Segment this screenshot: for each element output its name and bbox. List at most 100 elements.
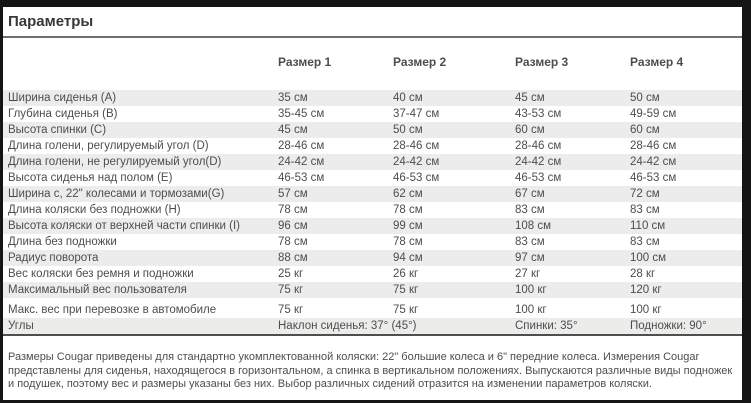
row-label: Высота сиденья над полом (E) xyxy=(8,172,173,184)
row-label: Длина голени, регулируемый угол (D) xyxy=(8,140,209,152)
table-row: Высота спинки (C) 45 см 50 см 60 см 60 с… xyxy=(3,122,742,138)
row-value-size-2: 62 см xyxy=(393,188,423,200)
table-row: Высота сиденья над полом (E) 46-53 см 46… xyxy=(3,170,742,186)
row-label: Вес коляски без ремня и подножки xyxy=(8,268,194,280)
row-label: Ширина сиденья (A) xyxy=(8,92,117,104)
table-row: Высота коляски от верхней части спинки (… xyxy=(3,218,742,234)
row-value-size-4: 72 см xyxy=(630,188,660,200)
row-value-size-1: 75 кг xyxy=(278,284,304,296)
table-row: Длина коляски без подножки (H) 78 см 78 … xyxy=(3,202,742,218)
row-label: Максимальный вес пользователя xyxy=(8,284,187,296)
row-value-size-4: 83 см xyxy=(630,204,660,216)
row-label: Высота спинки (C) xyxy=(8,124,107,136)
row-label: Глубина сиденья (B) xyxy=(8,108,118,120)
row-value-size-4: 120 кг xyxy=(630,284,662,296)
row-value-size-3: 100 кг xyxy=(515,284,547,296)
row-value-size-3: 83 см xyxy=(515,236,545,248)
row-value-size-2: 24-42 см xyxy=(393,156,440,168)
footnote: Размеры Cougar приведены для стандартно … xyxy=(8,351,733,390)
row-value-size-2: 28-46 см xyxy=(393,140,440,152)
row-value-size-4: 28-46 см xyxy=(630,140,677,152)
page-title: Параметры xyxy=(8,13,94,30)
row-value-size-3: 67 см xyxy=(515,188,545,200)
row-value-size-4: 60 см xyxy=(630,124,660,136)
column-header-size-4: Размер 4 xyxy=(630,55,684,69)
table-row: Глубина сиденья (B) 35-45 см 37-47 см 43… xyxy=(3,106,742,122)
row-value-size-3: 27 кг xyxy=(515,268,541,280)
row-value-size-2: 99 см xyxy=(393,220,423,232)
row-value-size-1: 78 см xyxy=(278,204,308,216)
row-value-size-4: 24-42 см xyxy=(630,156,677,168)
row-value-size-4: 110 см xyxy=(630,220,666,232)
row-value-size-1: 28-46 см xyxy=(278,140,325,152)
table-row: Длина без подножки 78 см 78 см 83 см 83 … xyxy=(3,234,742,250)
row-label: Углы xyxy=(8,320,34,332)
row-value-size-3: 60 см xyxy=(515,124,545,136)
row-value-size-1: 25 кг xyxy=(278,268,304,280)
row-value-size-2: 50 см xyxy=(393,124,423,136)
row-value-size-4: Подножки: 90° xyxy=(630,320,707,332)
table-header-row: Размер 1 Размер 2 Размер 3 Размер 4 xyxy=(3,55,742,69)
row-value-size-3: 46-53 см xyxy=(515,172,562,184)
row-value-size-1: 46-53 см xyxy=(278,172,325,184)
row-value-size-2: 78 см xyxy=(393,236,423,248)
row-value-size-4: 100 кг xyxy=(630,304,662,316)
row-value-size-2: 78 см xyxy=(393,204,423,216)
row-label: Длина коляски без подножки (H) xyxy=(8,204,181,216)
row-value-size-2: 26 кг xyxy=(393,268,419,280)
column-header-size-2: Размер 2 xyxy=(393,55,447,69)
row-value-size-2: 40 см xyxy=(393,92,423,104)
row-value-size-3: Спинки: 35° xyxy=(515,320,578,332)
row-value-size-3: 24-42 см xyxy=(515,156,562,168)
row-label: Длина без подножки xyxy=(8,236,117,248)
column-header-size-3: Размер 3 xyxy=(515,55,569,69)
table-rows: Ширина сиденья (A) 35 см 40 см 45 см 50 … xyxy=(3,90,742,336)
row-value-size-4: 28 кг xyxy=(630,268,656,280)
row-value-size-4: 100 см xyxy=(630,252,667,264)
row-value-size-3: 108 см xyxy=(515,220,552,232)
row-value-size-3: 100 кг xyxy=(515,304,547,316)
table-row: Углы Наклон сиденья: 37° (45°) Спинки: 3… xyxy=(3,318,742,334)
table-row: Радиус поворота 88 см 94 см 97 см 100 см xyxy=(3,250,742,266)
row-value-size-2: 37-47 см xyxy=(393,108,440,120)
row-label: Длина голени, не регулируемый угол(D) xyxy=(8,156,222,168)
row-value-size-2: 94 см xyxy=(393,252,423,264)
row-value-size-3: 45 см xyxy=(515,92,545,104)
row-value-size-3: 97 см xyxy=(515,252,545,264)
row-value-size-4: 83 см xyxy=(630,236,660,248)
row-value-size-1: 57 см xyxy=(278,188,308,200)
row-value-size-1: 35 см xyxy=(278,92,308,104)
table-row: Длина голени, не регулируемый угол(D) 24… xyxy=(3,154,742,170)
row-label: Ширина с, 22" колесами и тормозами(G) xyxy=(8,188,225,200)
table-row: Длина голени, регулируемый угол (D) 28-4… xyxy=(3,138,742,154)
table-row: Ширина с, 22" колесами и тормозами(G) 57… xyxy=(3,186,742,202)
row-value-size-1: 35-45 см xyxy=(278,108,325,120)
row-value-size-3: 28-46 см xyxy=(515,140,562,152)
row-label: Высота коляски от верхней части спинки (… xyxy=(8,220,240,232)
row-value-size-1: 24-42 см xyxy=(278,156,325,168)
row-value-size-1: 45 см xyxy=(278,124,308,136)
column-header-size-1: Размер 1 xyxy=(278,55,332,69)
row-value-size-2: 75 кг xyxy=(393,304,419,316)
table-row: Ширина сиденья (A) 35 см 40 см 45 см 50 … xyxy=(3,90,742,106)
row-value-size-3: 43-53 см xyxy=(515,108,562,120)
table-row: Вес коляски без ремня и подножки 25 кг 2… xyxy=(3,266,742,282)
row-value-size-2: 46-53 см xyxy=(393,172,440,184)
row-value-size-4: 50 см xyxy=(630,92,660,104)
row-value-size-3: 83 см xyxy=(515,204,545,216)
header-spacer xyxy=(3,55,278,69)
row-value-size-1: 78 см xyxy=(278,236,308,248)
table-row: Максимальный вес пользователя 75 кг 75 к… xyxy=(3,282,742,298)
row-value-size-1: Наклон сиденья: 37° (45°) xyxy=(278,320,417,332)
row-value-size-2 xyxy=(393,318,515,334)
row-label: Макс. вес при перевозке в автомобиле xyxy=(8,304,217,316)
row-value-size-4: 46-53 см xyxy=(630,172,677,184)
row-value-size-1: 75 кг xyxy=(278,304,304,316)
row-value-size-1: 96 см xyxy=(278,220,308,232)
row-value-size-1: 88 см xyxy=(278,252,308,264)
row-label: Радиус поворота xyxy=(8,252,99,264)
row-value-size-2: 75 кг xyxy=(393,284,419,296)
row-value-size-4: 49-59 см xyxy=(630,108,677,120)
title-rule xyxy=(3,36,742,38)
